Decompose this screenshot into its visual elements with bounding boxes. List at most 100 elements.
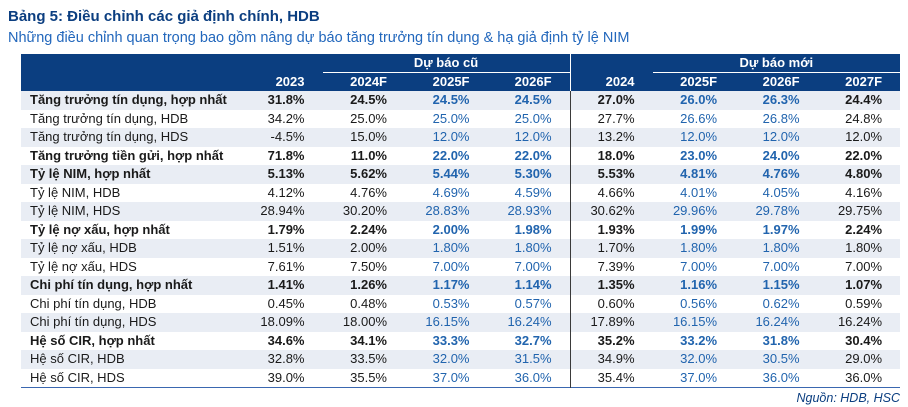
column-header-2025f: 2025F bbox=[652, 72, 736, 91]
table-row: Tỷ lệ nợ xấu, hợp nhất 1.79% 2.24% 2.00% 1.9… bbox=[21, 220, 900, 239]
cell-value: 16.24% bbox=[735, 313, 818, 332]
column-header-2023: 2023 bbox=[240, 72, 323, 91]
cell-value: 12.0% bbox=[817, 128, 901, 147]
cell-value: 24.5% bbox=[322, 91, 405, 110]
cell-value: 0.60% bbox=[569, 294, 653, 313]
row-label: Tăng trưởng tín dụng, HDB bbox=[30, 110, 189, 126]
cell-value: 18.0% bbox=[569, 146, 653, 165]
column-header-2024f: 2024F bbox=[322, 72, 405, 91]
cell-value: 35.5% bbox=[350, 369, 387, 385]
cell-value: 1.26% bbox=[322, 276, 405, 295]
cell-value: 30.20% bbox=[322, 202, 405, 221]
cell-value: 1.99% bbox=[680, 221, 718, 237]
cell-value: 1.16% bbox=[652, 276, 736, 295]
cell-value: 0.62% bbox=[762, 295, 800, 311]
source-note: Nguồn: HDB, HSC bbox=[796, 391, 900, 405]
cell-value: 2.00% bbox=[432, 221, 470, 237]
row-label: Tỷ lệ nợ xấu, hợp nhất bbox=[30, 221, 170, 237]
cell-value: 27.7% bbox=[569, 109, 653, 128]
cell-value: 33.3% bbox=[432, 332, 470, 348]
cell-value: 24.8% bbox=[845, 110, 883, 126]
table-subtitle: Những điều chỉnh quan trọng bao gồm nâng… bbox=[8, 30, 630, 46]
table-row: Tăng trưởng tín dụng, hợp nhất 31.8% 24.5%… bbox=[21, 91, 901, 110]
cell-value: 32.0% bbox=[652, 350, 736, 369]
row-label: Tỷ lệ nợ xấu, HDS bbox=[30, 258, 137, 274]
cell-value: 4.76% bbox=[735, 165, 818, 184]
cell-value: 31.8% bbox=[240, 91, 323, 110]
row-label: Hệ số CIR, HDS bbox=[30, 369, 125, 385]
cell-value: 15.0% bbox=[322, 128, 405, 147]
cell-value: 1.14% bbox=[487, 276, 571, 295]
table-row: Tỷ lệ NIM, HDS 28.94% 30.20% 28.83% 28.93% 30… bbox=[21, 202, 901, 221]
cell-value: 28.83% bbox=[405, 202, 488, 221]
cell-value: 24.5% bbox=[405, 91, 488, 110]
cell-value: 4.76% bbox=[350, 184, 387, 200]
cell-value: 24.0% bbox=[762, 147, 800, 163]
table-row: Hệ số CIR, HDS 39.0% 35.5% 37.0% 36.0% 35.4% 3… bbox=[21, 368, 900, 388]
cell-value: 13.2% bbox=[569, 128, 653, 147]
cell-value: 11.0% bbox=[350, 147, 387, 163]
cell-value: 4.12% bbox=[267, 184, 305, 200]
table-row: Hệ số CIR, hợp nhất 34.6% 34.1% 33.3% 32.7% 3… bbox=[21, 331, 900, 350]
cell-value: 2.00% bbox=[322, 239, 405, 258]
cell-value: 36.0% bbox=[845, 369, 883, 385]
cell-value: 7.39% bbox=[569, 257, 653, 276]
cell-value: 12.0% bbox=[487, 128, 571, 147]
cell-value: 0.48% bbox=[350, 295, 387, 311]
cell-value: 7.50% bbox=[350, 258, 387, 274]
column-header-2026f: 2026F bbox=[487, 72, 571, 91]
cell-value: 36.0% bbox=[514, 369, 552, 385]
cell-value: 1.35% bbox=[569, 276, 653, 295]
cell-value: 26.3% bbox=[735, 91, 818, 110]
cell-value: 24.5% bbox=[487, 91, 571, 110]
cell-value: 25.0% bbox=[432, 110, 470, 126]
row-label: Hệ số CIR, HDB bbox=[21, 350, 240, 369]
cell-value: 26.6% bbox=[680, 110, 718, 126]
cell-value: 28.93% bbox=[487, 202, 571, 221]
cell-value: 1.93% bbox=[569, 220, 653, 239]
cell-value: 32.8% bbox=[240, 350, 323, 369]
cell-value: 34.9% bbox=[569, 350, 653, 369]
group-header-row: Dự báo cũ Dự báo mới bbox=[21, 54, 901, 73]
cell-value: 71.8% bbox=[267, 147, 305, 163]
cell-value: 5.62% bbox=[322, 165, 405, 184]
cell-value: 25.0% bbox=[514, 110, 552, 126]
column-header-2027f: 2027F bbox=[817, 72, 901, 91]
label-column-header bbox=[21, 72, 240, 91]
cell-value: 12.0% bbox=[735, 128, 818, 147]
table-row: Tỷ lệ NIM, hợp nhất 5.13% 5.62% 5.44% 5.30% 5… bbox=[21, 165, 901, 184]
cell-value: 29.96% bbox=[652, 202, 736, 221]
column-header-2025f: 2025F bbox=[405, 72, 488, 91]
cell-value: 0.53% bbox=[432, 295, 470, 311]
group-header-old-forecast: Dự báo cũ bbox=[322, 54, 571, 73]
cell-value: 4.16% bbox=[845, 184, 883, 200]
cell-value: 7.00% bbox=[514, 258, 552, 274]
cell-value: 28.94% bbox=[240, 202, 323, 221]
cell-value: 5.53% bbox=[569, 165, 653, 184]
cell-value: 4.05% bbox=[762, 184, 800, 200]
cell-value: 16.15% bbox=[405, 313, 488, 332]
cell-value: 0.45% bbox=[267, 295, 305, 311]
row-label: Chi phí tín dụng, hợp nhất bbox=[21, 276, 240, 295]
cell-value: 1.80% bbox=[652, 239, 736, 258]
table-row: Tăng trưởng tín dụng, HDS -4.5% 15.0% 12.0%… bbox=[21, 128, 901, 147]
cell-value: 30.62% bbox=[569, 202, 653, 221]
cell-value: 12.0% bbox=[652, 128, 736, 147]
cell-value: 5.44% bbox=[405, 165, 488, 184]
cell-value: 22.0% bbox=[845, 147, 883, 163]
cell-value: 0.57% bbox=[514, 295, 552, 311]
cell-value: 34.6% bbox=[267, 332, 305, 348]
cell-value: 1.17% bbox=[405, 276, 488, 295]
row-label: Chi phí tín dụng, HDS bbox=[21, 313, 240, 332]
cell-value: 4.66% bbox=[569, 183, 653, 202]
cell-value: 34.1% bbox=[350, 332, 387, 348]
cell-value: 16.24% bbox=[817, 313, 901, 332]
cell-value: 1.80% bbox=[817, 239, 901, 258]
cell-value: 30.5% bbox=[735, 350, 818, 369]
cell-value: 0.59% bbox=[845, 295, 883, 311]
table-row: Chi phí tín dụng, HDB 0.45% 0.48% 0.53% 0.57… bbox=[21, 294, 900, 313]
table-row: Hệ số CIR, HDB 32.8% 33.5% 32.0% 31.5% 34.9% 3… bbox=[21, 350, 901, 369]
cell-value: 1.07% bbox=[817, 276, 901, 295]
table-row: Tăng trưởng tiền gửi, hợp nhất 71.8% 11.0%… bbox=[21, 146, 900, 165]
column-header-2024: 2024 bbox=[569, 72, 653, 91]
